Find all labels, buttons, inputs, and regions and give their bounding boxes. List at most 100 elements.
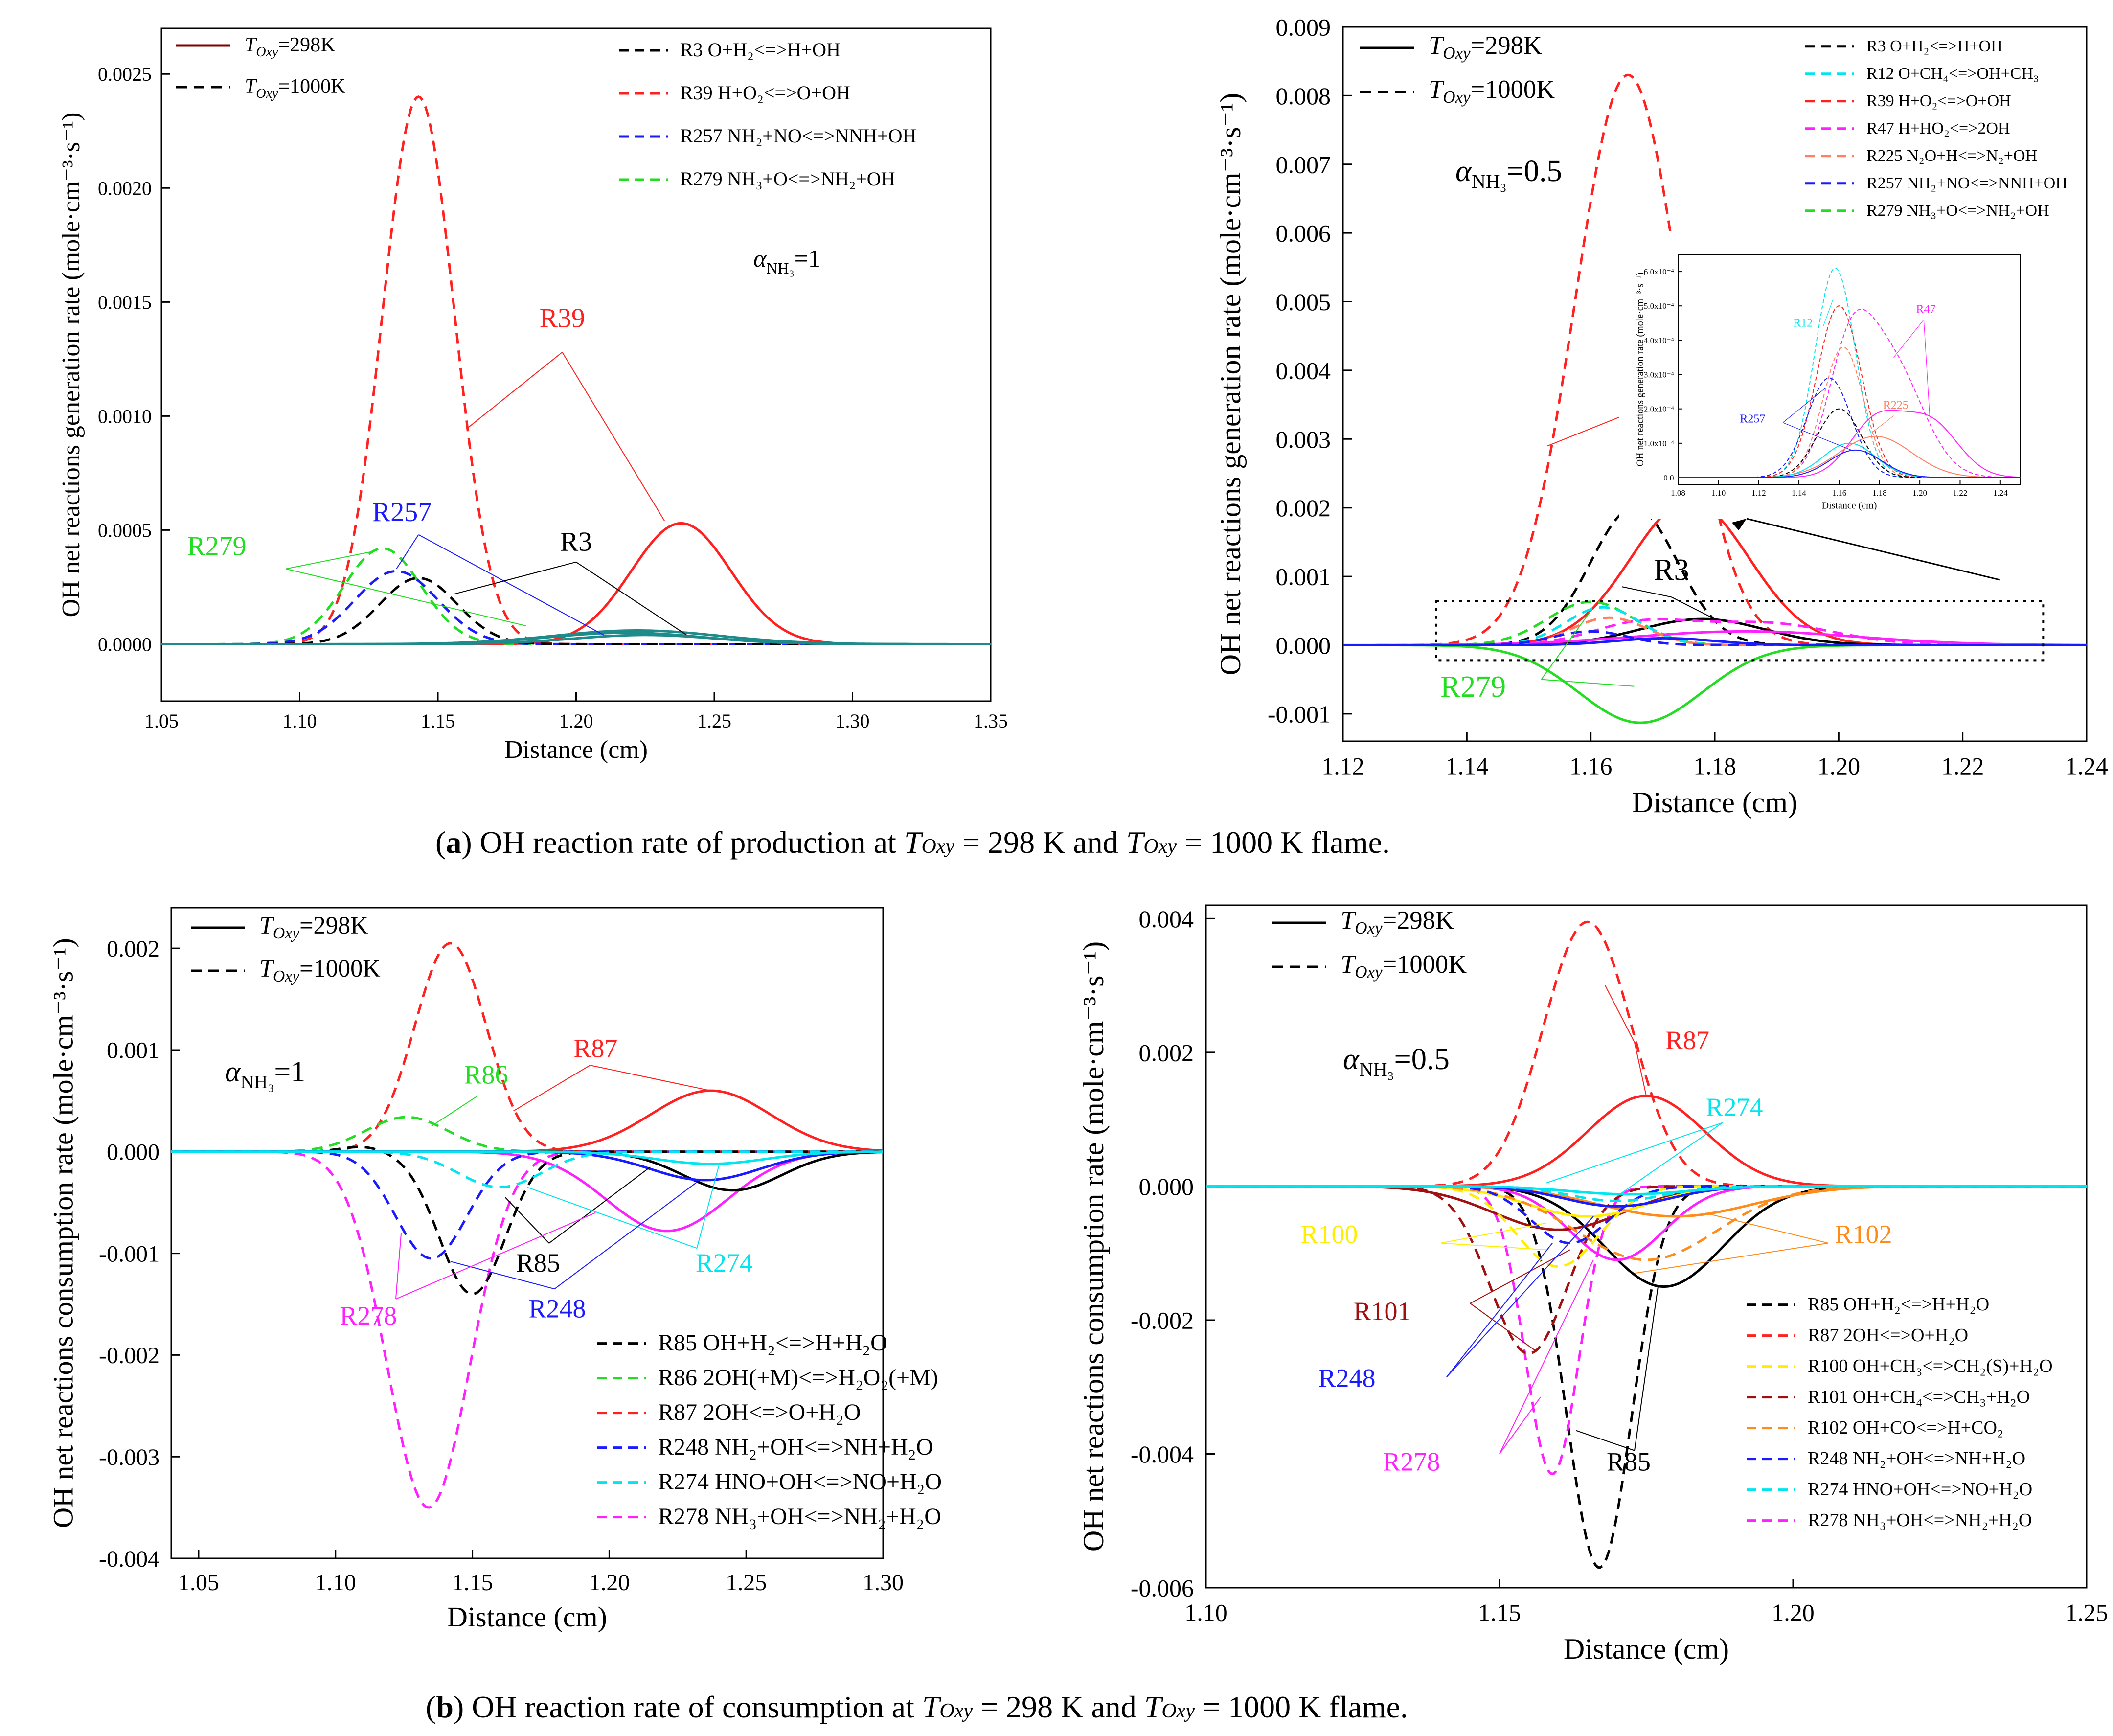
- series-line: [1343, 600, 2087, 646]
- annotation-leader: [1893, 319, 1924, 358]
- x-tick-label: 1.14: [1446, 753, 1489, 780]
- annotation-leader: [1446, 1243, 1553, 1377]
- y-tick-label: 1.0x10⁻⁴: [1644, 439, 1674, 448]
- annotation-label: R86: [464, 1060, 508, 1090]
- y-tick-label: 0.0010: [98, 405, 152, 427]
- x-tick-label: 1.12: [1751, 488, 1766, 498]
- caption-b: (b) OH reaction rate of consumption at T…: [426, 1690, 1408, 1724]
- y-tick-label: 4.0x10⁻⁴: [1644, 336, 1674, 345]
- x-tick-label: 1.15: [1478, 1599, 1521, 1626]
- legend-entry: R12 O+CH₄<=>OH+CH₃: [1866, 65, 2039, 83]
- y-tick-label: 5.0x10⁻⁴: [1644, 301, 1674, 311]
- annotation-label: R3: [1654, 553, 1689, 587]
- legend-entry: R279 NH₃+O<=>NH₂+OH: [1866, 202, 2049, 220]
- x-tick-label: 1.18: [1693, 753, 1736, 780]
- alpha-label: αNH₃=1: [225, 1055, 305, 1093]
- x-tick-label: 1.16: [1832, 488, 1847, 498]
- annotation-leader: [1822, 298, 1834, 327]
- annotation-label: R85: [516, 1248, 560, 1278]
- y-tick-label: 0.005: [1276, 288, 1331, 316]
- x-axis-label: Distance (cm): [1564, 1633, 1729, 1665]
- series-group: [171, 942, 883, 1509]
- y-tick-label: 0.0: [1663, 473, 1674, 482]
- alpha-label: αNH₃=1: [753, 245, 820, 277]
- y-tick-label: 0.002: [1276, 494, 1331, 522]
- y-tick-label: -0.002: [99, 1343, 159, 1369]
- y-tick-label: 0.000: [107, 1140, 159, 1165]
- zoom-box: [1435, 600, 2045, 662]
- y-tick-label: -0.001: [99, 1241, 159, 1267]
- annotation-leader: [505, 1197, 549, 1244]
- x-tick-label: 1.10: [283, 710, 317, 732]
- annotation-leader: [554, 1182, 698, 1290]
- annotation-label: R39: [540, 303, 585, 334]
- x-tick-label: 1.20: [1818, 753, 1861, 780]
- annotation-leader: [1671, 596, 1715, 620]
- x-tick-label: 1.12: [1321, 753, 1364, 780]
- annotation-leader: [286, 568, 527, 627]
- series-line: [1343, 506, 2087, 646]
- y-tick-label: 0.000: [1276, 632, 1331, 659]
- y-tick-label: 0.002: [107, 936, 159, 962]
- x-axis-label: Distance (cm): [1822, 500, 1877, 511]
- series-line: [1206, 1185, 2087, 1196]
- annotation-leader: [1782, 422, 1852, 451]
- annotation-label: R279: [187, 531, 246, 562]
- series-line: [1343, 606, 2087, 646]
- x-tick-label: 1.05: [178, 1570, 219, 1596]
- legend-entry: R257 NH₂+NO<=>NNH+OH: [1866, 174, 2068, 192]
- x-tick-label: 1.20: [1912, 488, 1927, 498]
- annotation-label: R47: [1916, 303, 1935, 316]
- annotation-label: R12: [1793, 317, 1813, 329]
- annotation-leader: [590, 1065, 711, 1092]
- annotation-leader: [1634, 1042, 1647, 1096]
- y-tick-label: -0.002: [1131, 1306, 1194, 1334]
- series-line: [1343, 637, 2087, 646]
- annotation-label: R85: [1607, 1447, 1651, 1477]
- annotation-label: R278: [1383, 1447, 1440, 1477]
- y-tick-label: -0.001: [1268, 700, 1331, 728]
- annotation-label: R257: [372, 497, 432, 527]
- series-line: [1206, 1185, 2087, 1218]
- y-axis-label: OH net reactions consumption rate (mole·…: [47, 938, 79, 1528]
- x-axis-label: Distance (cm): [447, 1601, 607, 1633]
- legend-entry: R248 NH₂+OH<=>NH+H₂O: [1808, 1448, 2025, 1469]
- legend-temp-label: TOxy=1000K: [245, 75, 345, 101]
- chart-b2: 1.10 1.15 1.20 1.25 -0.006 -0.004 -0.002 0.000 0…: [1077, 904, 2108, 1665]
- legend-entry: R278 NH₃+OH<=>NH₂+H₂O: [1808, 1510, 2032, 1530]
- y-axis-label: OH net reactions generation rate (mole·c…: [57, 113, 85, 617]
- legend-entry: R3 O+H₂<=>H+OH: [680, 39, 841, 61]
- annotation-leader: [1470, 1249, 1570, 1304]
- x-tick-label: 1.25: [726, 1570, 767, 1596]
- chart-b1: 1.05 1.10 1.15 1.20 1.25 1.30 -0.004 -0.003 -0.0…: [47, 907, 942, 1633]
- series-line: [1206, 1185, 2087, 1208]
- x-tick-label: 1.25: [2065, 1599, 2108, 1626]
- x-tick-label: 1.08: [1671, 488, 1685, 498]
- annotation-leader: [1923, 320, 1931, 419]
- annotation-leader: [1440, 1242, 1547, 1251]
- y-tick-label: -0.004: [1131, 1440, 1194, 1468]
- x-tick-label: 1.14: [1792, 488, 1806, 498]
- x-tick-label: 1.20: [1772, 1599, 1815, 1626]
- x-tick-label: 1.16: [1569, 753, 1613, 780]
- legend-temp-label: TOxy=298K: [259, 912, 368, 942]
- legend-entry: R101 OH+CH₄<=>CH₃+H₂O: [1808, 1387, 2030, 1407]
- inset-arrow: [1746, 518, 2000, 581]
- annotation-label: R274: [696, 1248, 753, 1278]
- x-tick-label: 1.30: [863, 1570, 904, 1596]
- annotation-leader: [1541, 610, 1591, 680]
- legend-entry: R102 OH+CO<=>H+CO₂: [1808, 1417, 2003, 1438]
- annotation-leader: [513, 1065, 591, 1112]
- inset-arrow-head: [1732, 519, 1747, 530]
- legend-temp-label: TOxy=298K: [245, 34, 335, 60]
- annotation-label: R248: [529, 1294, 586, 1323]
- y-axis-label: OH net reactions generation rate (mole·c…: [1214, 93, 1247, 676]
- y-tick-label: 0.0015: [98, 291, 152, 313]
- annotation-leader: [1446, 1216, 1594, 1377]
- annotation-label: R100: [1300, 1220, 1358, 1249]
- annotation-leader: [396, 534, 419, 570]
- annotation-label: R87: [573, 1033, 617, 1063]
- legend-entry: R39 H+O₂<=>O+OH: [1866, 92, 2011, 110]
- alpha-label: αNH₃=0.5: [1455, 154, 1562, 192]
